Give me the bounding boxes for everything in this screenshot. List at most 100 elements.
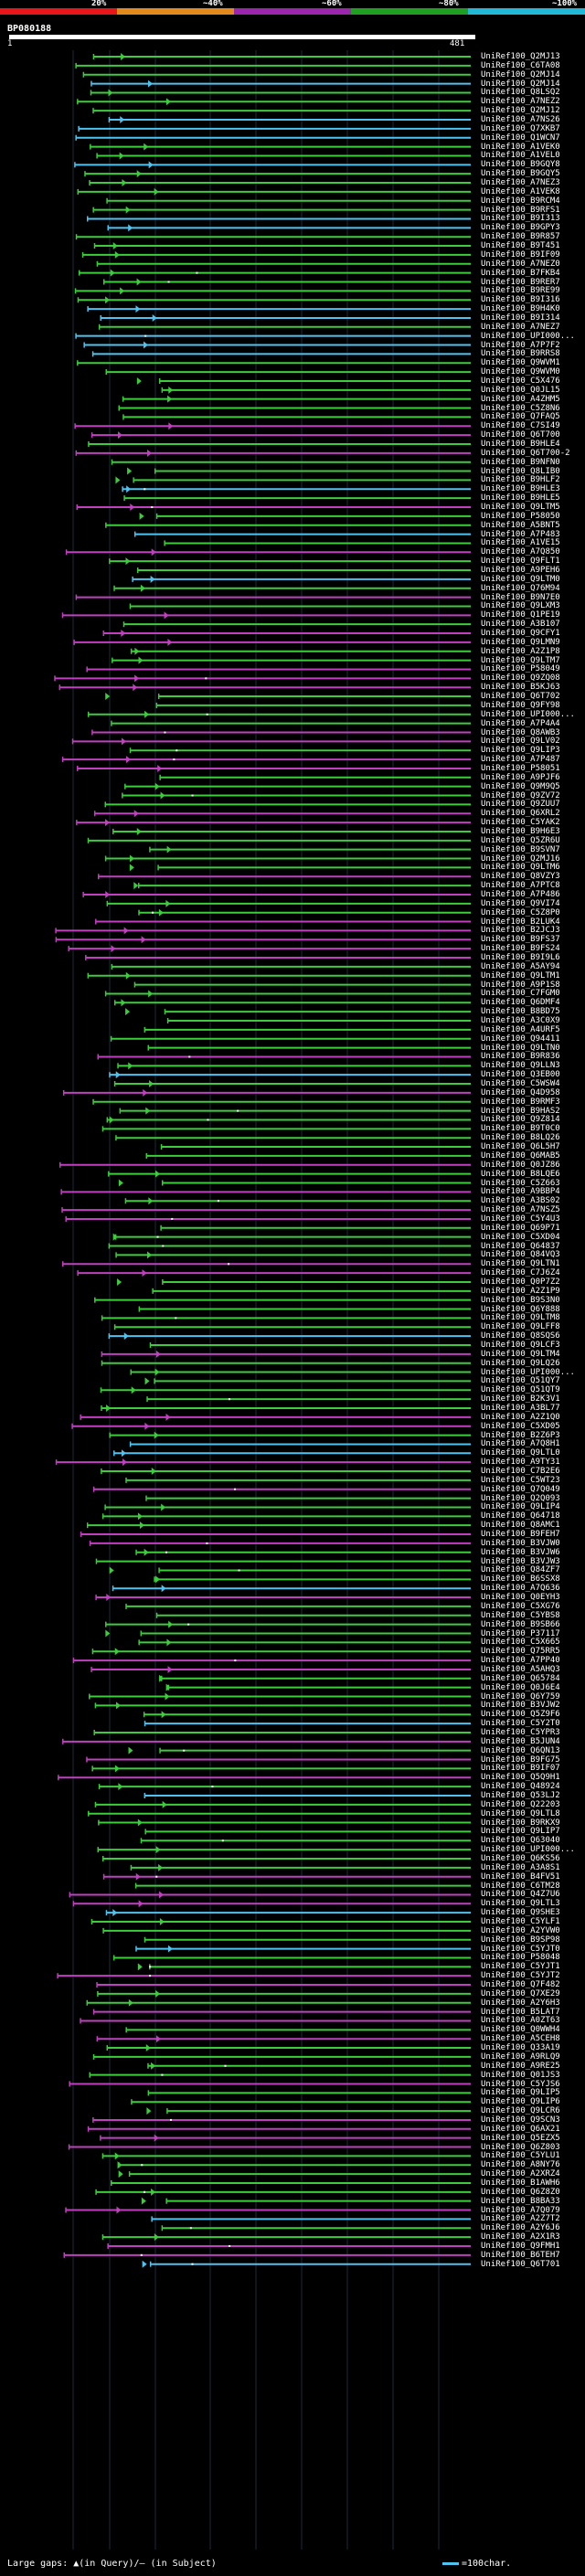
hit-label[interactable]: UniRef100_B9SB66 [481, 1619, 560, 1629]
hit-label[interactable]: UniRef100_A9P1S8 [481, 980, 560, 990]
hit-label[interactable]: UniRef100_A9BBP4 [481, 1187, 560, 1197]
hit-label[interactable]: UniRef100_Q9LTM7 [481, 655, 560, 665]
hit-label[interactable]: UniRef100_Q6Z8Z0 [481, 2187, 560, 2197]
hit-label[interactable]: UniRef100_Q53LJ2 [481, 1790, 560, 1800]
hit-label[interactable]: UniRef100_B9FS37 [481, 935, 560, 945]
hit-label[interactable]: UniRef100_C5YAK2 [481, 818, 560, 828]
hit-label[interactable]: UniRef100_Q6Y888 [481, 1304, 560, 1314]
hit-label[interactable]: UniRef100_B2Z6P3 [481, 1430, 560, 1440]
hit-label[interactable]: UniRef100_B9GQY8 [481, 160, 560, 170]
hit-label[interactable]: UniRef100_A7P7F2 [481, 340, 560, 350]
hit-label[interactable]: UniRef100_Q9WVM1 [481, 358, 560, 368]
hit-label[interactable]: UniRef100_B8BD75 [481, 1007, 560, 1017]
hit-label[interactable]: UniRef100_UPI000... [481, 331, 575, 341]
hit-label[interactable]: UniRef100_Q8AWB3 [481, 727, 560, 737]
hit-label[interactable]: UniRef100_Q7Q049 [481, 1484, 560, 1494]
hit-label[interactable]: UniRef100_C5YJT0 [481, 1944, 560, 1954]
hit-label[interactable]: UniRef100_Q6XRL2 [481, 809, 560, 819]
hit-label[interactable]: UniRef100_Q9LCR6 [481, 2106, 560, 2116]
hit-label[interactable]: UniRef100_Q5Z9F6 [481, 1710, 560, 1720]
hit-label[interactable]: UniRef100_C5Y2T0 [481, 1719, 560, 1729]
hit-label[interactable]: UniRef100_P58049 [481, 664, 560, 674]
hit-label[interactable]: UniRef100_Q6T701 [481, 2259, 560, 2269]
hit-label[interactable]: UniRef100_A2Z7T2 [481, 2214, 560, 2224]
hit-label[interactable]: UniRef100_A2YVW0 [481, 1925, 560, 1935]
hit-label[interactable]: UniRef100_Q2MJ12 [481, 106, 560, 116]
hit-label[interactable]: UniRef100_A1VE15 [481, 538, 560, 548]
hit-label[interactable]: UniRef100_Q3EB00 [481, 1070, 560, 1080]
hit-label[interactable]: UniRef100_Q9CFY1 [481, 629, 560, 639]
hit-label[interactable]: UniRef100_Q6AX21 [481, 2124, 560, 2134]
hit-label[interactable]: UniRef100_Q6Z803 [481, 2142, 560, 2152]
hit-label[interactable]: UniRef100_Q6L5H7 [481, 1142, 560, 1152]
hit-label[interactable]: UniRef100_P58050 [481, 511, 560, 521]
hit-label[interactable]: UniRef100_Q9ZUU7 [481, 800, 560, 810]
hit-label[interactable]: UniRef100_B5KJ63 [481, 683, 560, 693]
hit-label[interactable]: UniRef100_B9T0C0 [481, 1124, 560, 1134]
hit-label[interactable]: UniRef100_Q6Y759 [481, 1691, 560, 1701]
hit-label[interactable]: UniRef100_Q63040 [481, 1836, 560, 1846]
hit-label[interactable]: UniRef100_Q6T700 [481, 430, 560, 440]
hit-label[interactable]: UniRef100_A7NEZ3 [481, 178, 560, 188]
hit-label[interactable]: UniRef100_B5LAT7 [481, 2007, 560, 2017]
hit-label[interactable]: UniRef100_Q64718 [481, 1511, 560, 1521]
hit-label[interactable]: UniRef100_A7P483 [481, 529, 560, 539]
hit-label[interactable]: UniRef100_Q84ZF7 [481, 1565, 560, 1575]
hit-label[interactable]: UniRef100_A7Q850 [481, 547, 560, 557]
hit-label[interactable]: UniRef100_B9NFN0 [481, 457, 560, 467]
hit-label[interactable]: UniRef100_A8NY76 [481, 2160, 560, 2170]
hit-label[interactable]: UniRef100_Q65784 [481, 1673, 560, 1683]
hit-label[interactable]: UniRef100_B9RKX9 [481, 1818, 560, 1828]
hit-label[interactable]: UniRef100_Q9Z814 [481, 1115, 560, 1125]
hit-label[interactable]: UniRef100_Q94411 [481, 1034, 560, 1044]
hit-label[interactable]: UniRef100_P58048 [481, 1953, 560, 1963]
hit-label[interactable]: UniRef100_UPI000... [481, 1845, 575, 1855]
hit-label[interactable]: UniRef100_B9H4K0 [481, 304, 560, 314]
hit-label[interactable]: UniRef100_A2X1R3 [481, 2232, 560, 2242]
hit-label[interactable]: UniRef100_Q9FLT1 [481, 557, 560, 567]
hit-label[interactable]: UniRef100_A7Q079 [481, 2205, 560, 2215]
hit-label[interactable]: UniRef100_B9RE99 [481, 286, 560, 296]
hit-label[interactable]: UniRef100_P37117 [481, 1628, 560, 1638]
hit-label[interactable]: UniRef100_B9GPY3 [481, 223, 560, 233]
hit-label[interactable]: UniRef100_A5BNT5 [481, 520, 560, 530]
hit-label[interactable]: UniRef100_C5YLU1 [481, 2151, 560, 2161]
hit-label[interactable]: UniRef100_B3VJW0 [481, 1538, 560, 1548]
hit-label[interactable]: UniRef100_Q9LIP7 [481, 1827, 560, 1837]
hit-label[interactable]: UniRef100_Q64837 [481, 1241, 560, 1251]
hit-label[interactable]: UniRef100_Q9LTM6 [481, 863, 560, 873]
hit-label[interactable]: UniRef100_B9R857 [481, 232, 560, 242]
hit-label[interactable]: UniRef100_Q9FMH1 [481, 2241, 560, 2251]
hit-label[interactable]: UniRef100_Q8SQS6 [481, 1331, 560, 1341]
hit-label[interactable]: UniRef100_UPI000... [481, 1367, 575, 1377]
hit-label[interactable]: UniRef100_Q9LTM4 [481, 1349, 560, 1359]
hit-label[interactable]: UniRef100_A2Y6J6 [481, 2223, 560, 2233]
hit-label[interactable]: UniRef100_Q2MJ13 [481, 52, 560, 61]
hit-label[interactable]: UniRef100_Q1WCN7 [481, 133, 560, 143]
hit-label[interactable]: UniRef100_Q9LTM0 [481, 574, 560, 584]
hit-label[interactable]: UniRef100_Q69P71 [481, 1223, 560, 1233]
hit-label[interactable]: UniRef100_Q9LFF8 [481, 1322, 560, 1332]
hit-label[interactable]: UniRef100_Q22203 [481, 1799, 560, 1809]
hit-label[interactable]: UniRef100_Q2MJ16 [481, 853, 560, 864]
hit-label[interactable]: UniRef100_Q0JZ86 [481, 1160, 560, 1170]
hit-label[interactable]: UniRef100_Q9LCF3 [481, 1340, 560, 1350]
hit-label[interactable]: UniRef100_B9I313 [481, 214, 560, 224]
hit-label[interactable]: UniRef100_Q6MAB5 [481, 1150, 560, 1161]
hit-label[interactable]: UniRef100_Q0JL15 [481, 385, 560, 395]
hit-label[interactable]: UniRef100_B9HLE4 [481, 439, 560, 449]
hit-label[interactable]: UniRef100_B9RRS8 [481, 349, 560, 359]
hit-label[interactable]: UniRef100_Q9LIP3 [481, 746, 560, 756]
hit-label[interactable]: UniRef100_A7Q8H1 [481, 1439, 560, 1449]
hit-label[interactable]: UniRef100_Q4Z7U6 [481, 1890, 560, 1900]
hit-label[interactable]: UniRef100_B9R836 [481, 1052, 560, 1062]
hit-label[interactable]: UniRef100_C6TM28 [481, 1881, 560, 1891]
hit-label[interactable]: UniRef100_Q5EZX5 [481, 2133, 560, 2143]
hit-label[interactable]: UniRef100_Q9LIP6 [481, 2097, 560, 2107]
hit-label[interactable]: UniRef100_Q7FAQ5 [481, 412, 560, 422]
hit-label[interactable]: UniRef100_Q6DMF4 [481, 998, 560, 1008]
hit-label[interactable]: UniRef100_C5YPR3 [481, 1727, 560, 1737]
hit-label[interactable]: UniRef100_Q9LV02 [481, 737, 560, 747]
hit-label[interactable]: UniRef100_A7NEZ0 [481, 259, 560, 269]
hit-label[interactable]: UniRef100_Q84VQ3 [481, 1250, 560, 1260]
